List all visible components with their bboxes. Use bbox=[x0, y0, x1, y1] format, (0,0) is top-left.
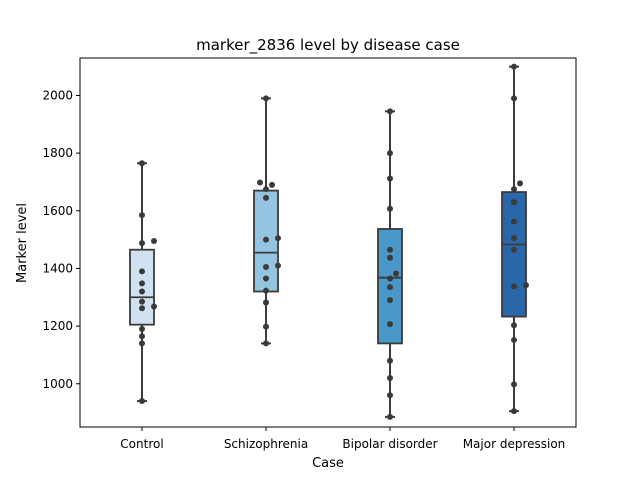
data-point bbox=[387, 254, 393, 261]
data-point bbox=[151, 238, 157, 245]
box-group-major-depression bbox=[501, 63, 529, 415]
data-point bbox=[275, 262, 281, 269]
data-point bbox=[263, 340, 269, 347]
y-tick-label: 2000 bbox=[42, 88, 73, 102]
data-point bbox=[511, 246, 517, 253]
data-point bbox=[387, 108, 393, 115]
data-point bbox=[511, 199, 517, 206]
data-point bbox=[139, 268, 145, 275]
data-point bbox=[387, 413, 393, 420]
y-tick-label: 1600 bbox=[42, 204, 73, 218]
axes-frame bbox=[79, 57, 577, 428]
data-point bbox=[387, 150, 393, 157]
data-point bbox=[139, 298, 145, 305]
data-point bbox=[263, 186, 269, 193]
y-tick-label: 1200 bbox=[42, 319, 73, 333]
data-point bbox=[511, 283, 517, 290]
y-axis: 1000 1200 1400 1600 1800 2000 bbox=[42, 88, 80, 391]
data-point bbox=[275, 235, 281, 242]
box-group-control bbox=[129, 160, 157, 405]
data-point bbox=[511, 63, 517, 70]
data-point bbox=[387, 205, 393, 212]
data-point bbox=[151, 303, 157, 310]
data-point bbox=[511, 408, 517, 415]
data-point bbox=[511, 322, 517, 329]
data-point bbox=[511, 381, 517, 388]
data-point bbox=[139, 280, 145, 287]
data-point bbox=[511, 95, 517, 102]
data-point bbox=[517, 180, 523, 187]
data-point bbox=[511, 235, 517, 242]
data-point bbox=[139, 398, 145, 405]
x-axis: Control Schizophrenia Bipolar disorder Majo… bbox=[120, 427, 565, 451]
data-point bbox=[263, 275, 269, 282]
y-tick-label: 1400 bbox=[42, 261, 73, 275]
data-point bbox=[387, 175, 393, 182]
x-tick-label: Bipolar disorder bbox=[342, 437, 437, 451]
data-point bbox=[511, 336, 517, 343]
data-point bbox=[263, 194, 269, 201]
x-tick-label: Control bbox=[120, 437, 163, 451]
data-point bbox=[263, 299, 269, 306]
data-point bbox=[263, 287, 269, 294]
data-point bbox=[139, 333, 145, 340]
data-point bbox=[511, 186, 517, 193]
y-tick-label: 1800 bbox=[42, 146, 73, 160]
data-point bbox=[139, 160, 145, 167]
data-point bbox=[387, 321, 393, 328]
data-point bbox=[139, 212, 145, 219]
data-point bbox=[139, 325, 145, 332]
data-point bbox=[257, 179, 263, 186]
data-point bbox=[263, 236, 269, 243]
data-point bbox=[139, 240, 145, 247]
data-point bbox=[523, 282, 529, 289]
x-tick-label: Schizophrenia bbox=[224, 437, 308, 451]
data-point bbox=[139, 305, 145, 312]
data-point bbox=[263, 95, 269, 102]
iqr-box bbox=[129, 248, 155, 326]
y-axis-label: Marker level bbox=[15, 203, 30, 283]
data-point bbox=[139, 288, 145, 295]
data-point bbox=[139, 340, 145, 347]
data-point bbox=[511, 218, 517, 225]
x-tick-label: Major depression bbox=[463, 437, 566, 451]
data-point bbox=[387, 374, 393, 381]
iqr-box bbox=[501, 191, 527, 318]
data-point bbox=[387, 246, 393, 253]
plot-area bbox=[129, 63, 529, 420]
box-group-bipolar-disorder bbox=[377, 108, 403, 420]
y-tick-label: 1000 bbox=[42, 377, 73, 391]
data-point bbox=[387, 357, 393, 364]
box-group-schizophrenia bbox=[253, 95, 281, 347]
chart-title: marker_2836 level by disease case bbox=[196, 36, 460, 55]
data-point bbox=[269, 181, 275, 188]
x-axis-label: Case bbox=[312, 456, 344, 471]
data-point bbox=[387, 284, 393, 291]
data-point bbox=[387, 297, 393, 304]
data-point bbox=[387, 392, 393, 399]
data-point bbox=[393, 270, 399, 277]
data-point bbox=[387, 275, 393, 282]
data-point bbox=[263, 264, 269, 271]
data-point bbox=[263, 323, 269, 330]
